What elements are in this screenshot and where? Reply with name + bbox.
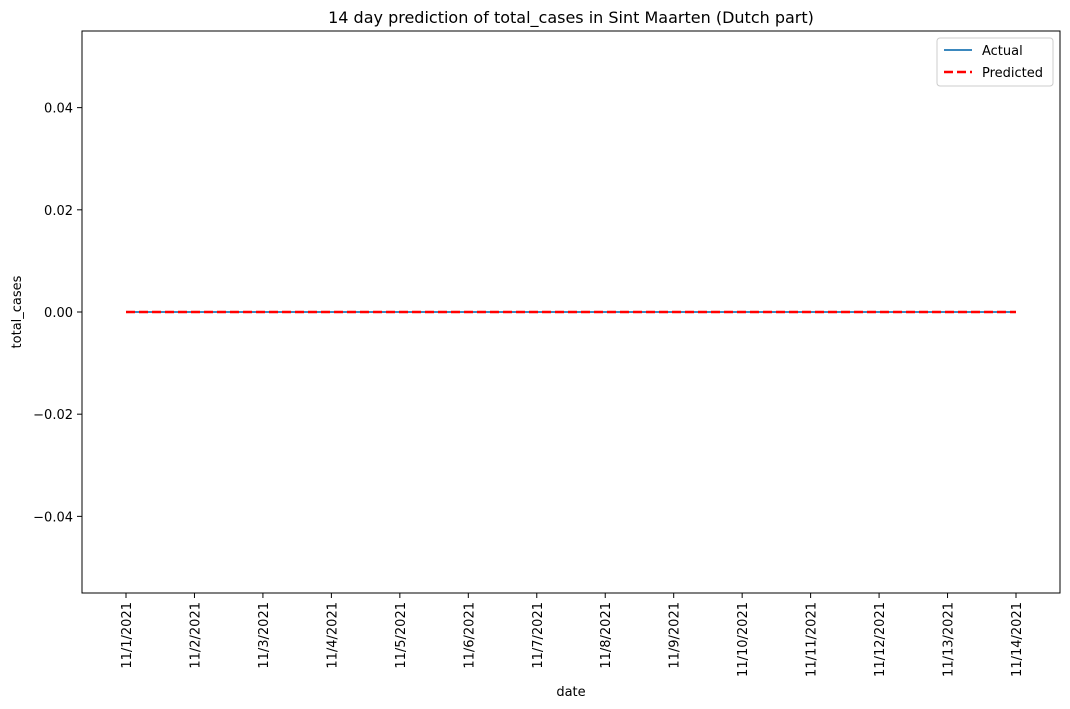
x-tick-label: 11/6/2021 <box>462 602 477 669</box>
legend: Actual Predicted <box>936 37 1054 87</box>
x-axis: 11/1/2021 11/2/2021 11/3/2021 11/4/2021 11/5… <box>120 593 1025 677</box>
x-tick-label: 11/8/2021 <box>599 602 614 669</box>
chart-title: 14 day prediction of total_cases in Sint… <box>328 8 814 28</box>
legend-actual-label: Actual <box>982 44 1023 59</box>
x-tick-label: 11/5/2021 <box>394 602 409 669</box>
y-tick-label: 0.04 <box>44 102 73 117</box>
x-tick-label: 11/13/2021 <box>942 602 957 677</box>
y-axis: −0.04 −0.02 0.00 0.02 0.04 <box>33 102 82 525</box>
x-tick-label: 11/14/2021 <box>1010 602 1025 677</box>
x-tick-label: 11/11/2021 <box>805 602 820 677</box>
legend-predicted-label: Predicted <box>982 66 1043 81</box>
x-tick-label: 11/9/2021 <box>668 602 683 669</box>
x-tick-label: 11/12/2021 <box>873 602 888 677</box>
x-tick-label: 11/10/2021 <box>736 602 751 677</box>
x-tick-label: 11/3/2021 <box>257 602 272 669</box>
y-tick-label: −0.04 <box>33 510 73 525</box>
x-tick-label: 11/1/2021 <box>120 602 135 669</box>
x-tick-label: 11/4/2021 <box>325 602 340 669</box>
y-axis-title: total_cases <box>10 275 25 348</box>
x-axis-title: date <box>556 685 585 700</box>
y-tick-label: 0.00 <box>44 306 73 321</box>
x-tick-label: 11/7/2021 <box>531 602 546 669</box>
y-tick-label: −0.02 <box>33 408 73 423</box>
x-tick-label: 11/2/2021 <box>188 602 203 669</box>
y-tick-label: 0.02 <box>44 204 73 219</box>
